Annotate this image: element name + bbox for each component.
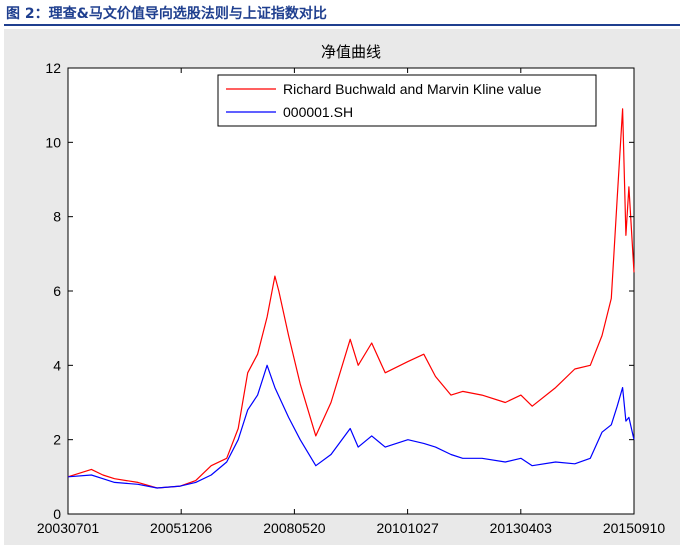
series-line-1 — [67, 364, 635, 489]
figure-caption: 图 2：理查&马文价值导向选股法则与上证指数对比 — [6, 6, 327, 22]
y-tick-label: 6 — [53, 283, 61, 299]
x-tick-label: 20080520 — [263, 520, 326, 536]
y-tick-label: 2 — [53, 432, 61, 448]
y-tick-label: 12 — [45, 60, 61, 76]
x-tick-label: 20051206 — [150, 520, 213, 536]
x-tick-label: 20030701 — [37, 520, 100, 536]
chart-title: 净值曲线 — [321, 43, 381, 61]
legend: Richard Buchwald and Marvin Kline value … — [217, 74, 597, 127]
y-tick-label: 4 — [53, 357, 61, 373]
x-tick-label: 20130403 — [490, 520, 553, 536]
y-tick-label: 8 — [53, 209, 61, 225]
legend-label-strategy: Richard Buchwald and Marvin Kline value — [283, 81, 542, 97]
x-tick-label: 20150910 — [603, 520, 666, 536]
series-line-0 — [67, 108, 635, 489]
x-tick-label: 20101027 — [376, 520, 439, 536]
axes-layer: 0 2 4 6 8 10 12 20030701 20051206 20080520 2010102… — [37, 60, 666, 536]
y-tick-label: 10 — [45, 134, 61, 150]
legend-label-index: 000001.SH — [283, 104, 353, 120]
caption-divider — [4, 24, 680, 26]
plot-area — [67, 67, 635, 515]
y-tick-label: 0 — [53, 506, 61, 522]
legend-box — [217, 74, 597, 127]
series-layer — [67, 108, 635, 489]
